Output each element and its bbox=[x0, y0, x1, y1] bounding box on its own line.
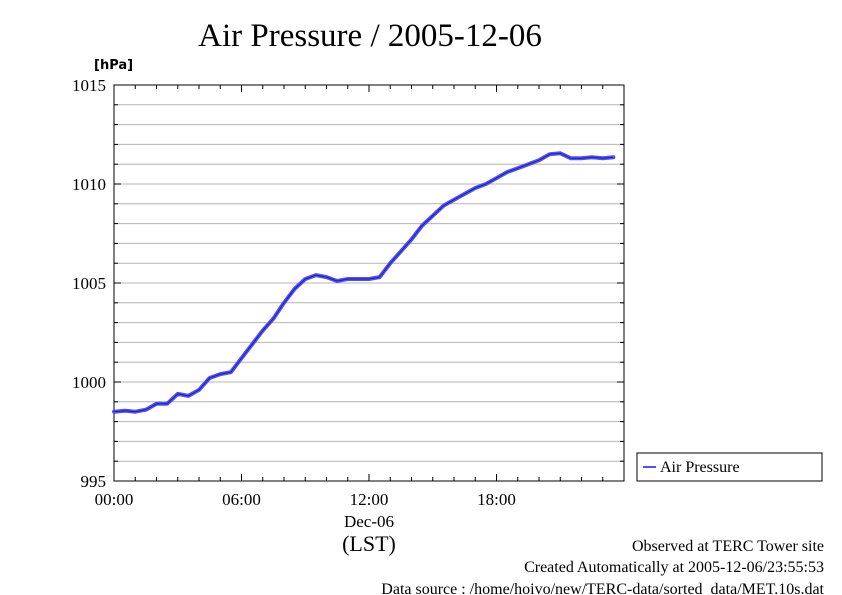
y-axis-ticks: 995 1000 1005 1010 1015 bbox=[72, 76, 624, 491]
legend-box bbox=[636, 452, 823, 482]
x-axis-label: (LST) bbox=[342, 531, 396, 556]
x-date-label: Dec-06 bbox=[344, 512, 394, 531]
footer-observed: Observed at TERC Tower site bbox=[632, 538, 824, 555]
y-tick-label: 1000 bbox=[72, 373, 106, 392]
x-tick-label: 18:00 bbox=[477, 490, 516, 509]
grid-lines bbox=[114, 104, 624, 462]
y-axis-unit: [hPa] bbox=[94, 58, 133, 73]
y-tick-label: 1005 bbox=[72, 274, 106, 293]
x-tick-label: 12:00 bbox=[350, 490, 389, 509]
y-tick-label: 1015 bbox=[72, 76, 106, 95]
footer-created: Created Automatically at 2005-12-06/23:5… bbox=[524, 559, 824, 576]
footer-source: Data source : /home/hoivo/new/TERC-data/… bbox=[381, 581, 824, 595]
legend-label: Air Pressure bbox=[660, 459, 740, 476]
x-tick-label: 06:00 bbox=[222, 490, 261, 509]
y-tick-label: 1010 bbox=[72, 175, 106, 194]
legend: Air Pressure bbox=[636, 452, 823, 482]
x-axis-ticks: 00:00 06:00 12:00 18:00 bbox=[95, 85, 625, 509]
chart-title: Air Pressure / 2005-12-06 bbox=[198, 18, 542, 54]
x-tick-label: 00:00 bbox=[95, 490, 134, 509]
series-air-pressure bbox=[112, 151, 616, 414]
y-tick-label: 995 bbox=[81, 472, 107, 491]
series-line-core bbox=[113, 152, 614, 413]
